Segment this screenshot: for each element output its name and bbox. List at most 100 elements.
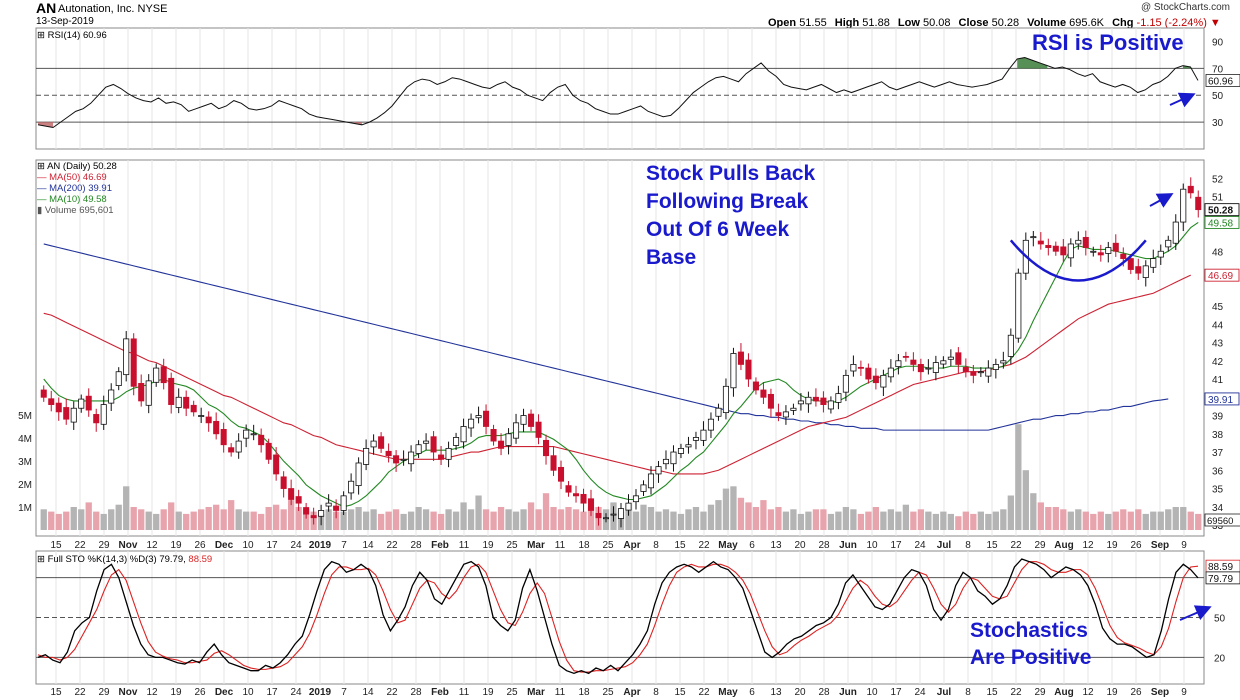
candle-body [850, 364, 857, 372]
price-tick-label: 44 [1212, 320, 1224, 331]
x-tick-label: 19 [1106, 540, 1118, 551]
volume-bar [1030, 493, 1037, 530]
volume-last-label: 69560 [1207, 516, 1233, 527]
volume-tick-label: 1M [18, 503, 32, 514]
candle-body [438, 454, 445, 460]
volume-bar [677, 513, 685, 530]
volume-bar [962, 511, 970, 530]
candle-body [985, 367, 992, 377]
volume-bar [415, 507, 422, 530]
volume-bar [1187, 511, 1194, 530]
candle-body [168, 377, 175, 405]
candle-body [1120, 253, 1127, 259]
volume-bar [1007, 495, 1014, 530]
x-tick-label: 24 [290, 687, 302, 698]
volume-bar [647, 507, 655, 530]
x-tick-label: 2019 [309, 687, 332, 698]
x-tick-label: 29 [1034, 540, 1046, 551]
x-tick-label: 8 [965, 540, 971, 551]
price-tick-label: 33 [1212, 521, 1224, 532]
candle-body [85, 395, 92, 411]
candle-body [625, 502, 632, 511]
x-tick-label: Jul [937, 540, 952, 551]
x-tick-label: 19 [482, 540, 494, 551]
candle-body [355, 462, 362, 487]
rsi-legend-icon: ⊞ [37, 30, 45, 41]
close-last-box [1204, 203, 1240, 217]
candle-body [423, 440, 430, 444]
volume-bar [93, 511, 100, 530]
candle-body [580, 493, 587, 504]
volume-bar [910, 511, 917, 530]
x-tick-label: 8 [965, 687, 971, 698]
candle-body [228, 447, 235, 453]
volume-tick-label: 3M [18, 457, 32, 468]
x-tick-label: Jun [839, 540, 857, 551]
candle-body [213, 420, 220, 435]
x-tick-label: 20 [794, 540, 806, 551]
x-tick-label: 13 [770, 540, 782, 551]
volume-bar [1165, 509, 1172, 530]
candle-body [842, 374, 849, 393]
volume-bar [767, 509, 775, 530]
volume-bar [850, 509, 857, 530]
x-tick-label: 19 [170, 540, 182, 551]
x-tick-label: May [718, 540, 738, 551]
volume-bar [430, 511, 437, 530]
x-tick-label: 17 [266, 540, 278, 551]
price-panel: 333435363738394041424344454851521M2M3M4M… [18, 159, 1240, 537]
volume-bar [1090, 513, 1097, 530]
candle-body [528, 413, 535, 427]
volume-bar [78, 509, 85, 530]
candle-body [992, 364, 999, 370]
candle-body [880, 374, 887, 388]
x-tick-label: 17 [890, 687, 902, 698]
stoch-d-last-label: 88.59 [1208, 562, 1233, 573]
volume-bar [347, 509, 355, 530]
volume-bar [685, 509, 692, 530]
candle-body [108, 389, 115, 404]
ma200-line [43, 243, 1169, 431]
volume-bar [407, 511, 415, 530]
candle-body [1165, 239, 1172, 248]
volume-bar [265, 507, 272, 530]
stock-annotation-line: Out Of 6 Week [646, 218, 790, 241]
volume-bar [220, 509, 227, 530]
volume-bar [782, 511, 790, 530]
volume-bar [168, 502, 175, 530]
volume-bar [527, 502, 535, 530]
candle-body [205, 416, 212, 424]
x-tick-label: 19 [482, 687, 494, 698]
x-tick-label: Mar [527, 540, 545, 551]
volume-bar [48, 511, 55, 530]
candle-body [610, 513, 617, 516]
x-tick-label: Feb [431, 540, 449, 551]
candle-body [1127, 258, 1134, 270]
x-tick-label: 9 [1181, 540, 1187, 551]
candle-body [745, 359, 752, 380]
x-tick-label: Aug [1054, 687, 1073, 698]
candle-body [468, 418, 475, 429]
candle-body [565, 485, 572, 493]
x-tick-label: 25 [602, 540, 614, 551]
candle-body [1030, 236, 1037, 239]
ma200-legend: — MA(200) 39.91 [37, 183, 112, 194]
volume-bar [85, 502, 92, 530]
candle-body [647, 473, 655, 489]
candle-body [138, 383, 145, 402]
x-tick-label: Jul [937, 687, 952, 698]
candle-body [513, 422, 520, 439]
candle-body [258, 434, 265, 446]
rsi-tick-label: 70 [1212, 64, 1224, 75]
x-tick-label: Mar [527, 687, 545, 698]
volume-bar [1037, 502, 1044, 530]
x-tick-label: 8 [653, 540, 659, 551]
volume-bar [108, 509, 115, 530]
candle-body [707, 418, 714, 431]
candle-body [685, 444, 692, 448]
x-tick-label: 15 [50, 540, 62, 551]
candle-body [700, 429, 707, 441]
company-name: Autonation, Inc. NYSE [58, 3, 168, 15]
candle-body [475, 415, 482, 419]
candle-body [498, 440, 505, 449]
